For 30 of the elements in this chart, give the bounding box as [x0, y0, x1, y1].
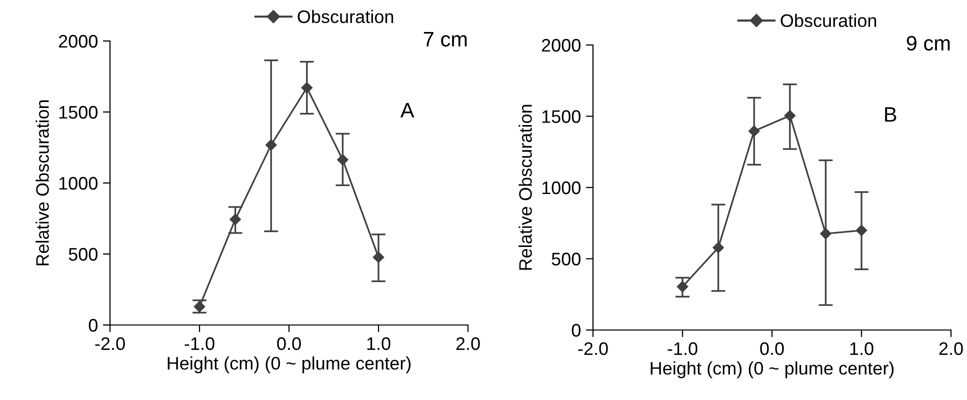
y-tick-label: 1500 [59, 106, 98, 119]
x-axis-title: Height (cm) (0 ~ plume center) [650, 361, 894, 378]
y-tick-label: 1500 [542, 110, 580, 123]
annotation: B [885, 107, 896, 122]
annotation: 9 cm [906, 36, 950, 51]
y-axis-title: Relative Obscuration [518, 104, 532, 270]
x-tick-label: 2.0 [939, 342, 963, 356]
y-tick-label: 500 [68, 248, 98, 261]
legend-label: Obscuration [298, 10, 394, 24]
x-tick-label: -2.0 [578, 342, 608, 356]
annotation: A [400, 103, 414, 118]
x-tick-label: 2.0 [456, 337, 480, 350]
x-tick-label: 0.0 [277, 337, 301, 350]
y-tick-label: 500 [552, 252, 580, 266]
x-tick-label: -1.0 [184, 337, 214, 350]
annotation: 7 cm [424, 32, 467, 47]
x-tick-label: -1.0 [668, 342, 698, 356]
y-tick-label: 0 [88, 318, 98, 332]
y-tick-label: 1000 [542, 181, 580, 194]
y-tick-label: 2000 [58, 34, 98, 48]
legend-label: Obscuration [780, 14, 876, 28]
y-axis-title: Relative Obscuration [36, 100, 49, 266]
x-tick-label: 1.0 [850, 342, 874, 356]
x-tick-label: 0.0 [760, 342, 784, 356]
y-tick-label: 0 [572, 324, 580, 337]
y-tick-label: 1000 [59, 176, 98, 190]
x-tick-label: 1.0 [367, 337, 390, 350]
y-tick-label: 2000 [542, 38, 580, 52]
x-tick-label: -2.0 [95, 337, 125, 350]
x-axis-title: Height (cm) (0 ~ plume center) [168, 356, 411, 374]
